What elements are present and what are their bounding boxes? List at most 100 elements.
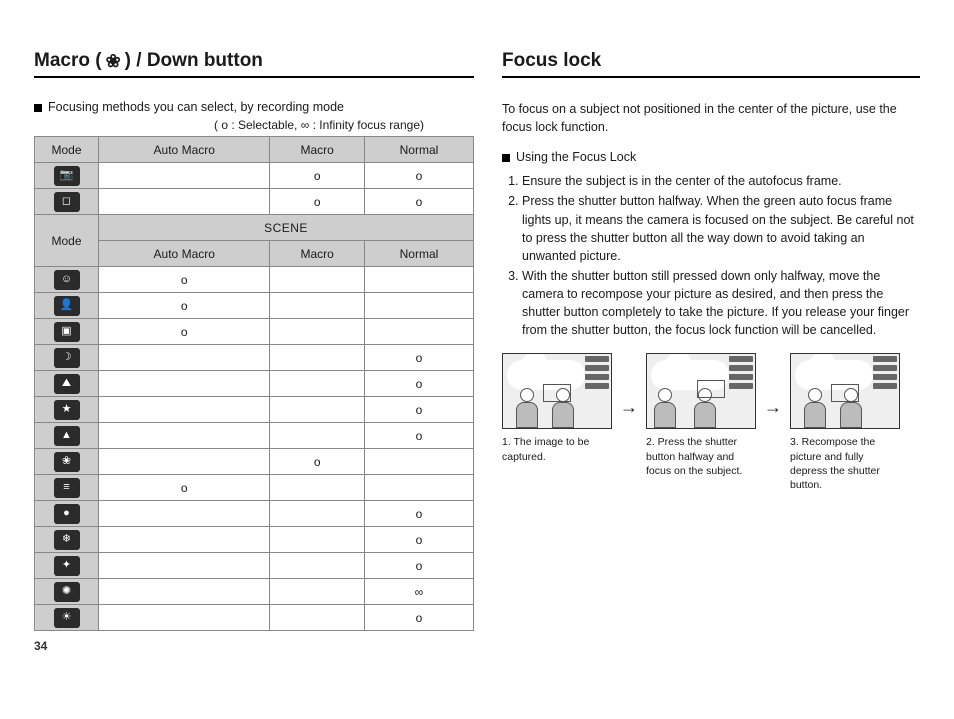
table-row: 👤o (35, 293, 474, 319)
value-cell (270, 501, 364, 527)
mode-icon: ★ (54, 400, 80, 420)
mode-cell: ❄ (35, 527, 99, 553)
value-cell: o (99, 267, 270, 293)
table-row: ✺∞ (35, 579, 474, 605)
table-row: ◻ oo (35, 189, 474, 215)
mode-cell: ☀ (35, 605, 99, 631)
value-cell: o (99, 319, 270, 345)
mode-cell: ☽ (35, 345, 99, 371)
value-cell (270, 527, 364, 553)
value-cell: o (99, 475, 270, 501)
table-row: ❀o (35, 449, 474, 475)
left-title: Macro ( ❀ ) / Down button (34, 50, 474, 78)
using-label: Using the Focus Lock (516, 150, 636, 164)
illus-1: 1. The image to be captured. (502, 353, 612, 463)
value-cell (364, 449, 473, 475)
value-cell (270, 293, 364, 319)
value-cell (364, 293, 473, 319)
mode-icon: ▲ (54, 426, 80, 446)
value-cell: o (364, 371, 473, 397)
mode-cell: 📷 (35, 163, 99, 189)
bullet-icon (502, 154, 510, 162)
mode-cell: ❀ (35, 449, 99, 475)
table-row: ▣o (35, 319, 474, 345)
value-cell (99, 605, 270, 631)
value-cell (270, 579, 364, 605)
value-cell (99, 527, 270, 553)
intro-text: Focusing methods you can select, by reco… (48, 100, 344, 114)
mode-icon: ▣ (54, 322, 80, 342)
title-part-a: Macro ( (34, 50, 102, 72)
value-cell (270, 371, 364, 397)
value-cell (364, 319, 473, 345)
value-cell: o (364, 345, 473, 371)
illus-2: 2. Press the shutter button halfway and … (646, 353, 756, 478)
bullet-icon (34, 104, 42, 112)
value-cell (99, 553, 270, 579)
value-cell: o (270, 189, 364, 215)
mode-icon: ❀ (54, 452, 80, 472)
sub-normal: Normal (364, 241, 473, 267)
table-row: ≡o (35, 475, 474, 501)
table-row: ✦o (35, 553, 474, 579)
hdr2-scene: SCENE (99, 215, 474, 241)
table-row: ▲o (35, 423, 474, 449)
value-cell: o (364, 527, 473, 553)
hdr-macro: Macro (270, 137, 364, 163)
table-row: ☽o (35, 345, 474, 371)
value-cell: o (364, 501, 473, 527)
caption-3: 3. Recompose the picture and fully depre… (790, 435, 900, 492)
value-cell (270, 319, 364, 345)
table-row: ☺o (35, 267, 474, 293)
value-cell: o (364, 605, 473, 631)
value-cell: o (364, 423, 473, 449)
mode-cell: 👤 (35, 293, 99, 319)
mode-cell: ● (35, 501, 99, 527)
sub-auto-macro: Auto Macro (99, 241, 270, 267)
mode-icon: ☽ (54, 348, 80, 368)
mode-icon: 📷 (54, 166, 80, 186)
arrow-icon: → (764, 397, 782, 418)
right-column: Focus lock To focus on a subject not pos… (502, 50, 920, 653)
value-cell: o (364, 553, 473, 579)
table-row: ⛰o (35, 371, 474, 397)
title-part-b: ) / Down button (125, 50, 263, 72)
step-2: Press the shutter button halfway. When t… (522, 192, 920, 265)
value-cell (364, 267, 473, 293)
value-cell (99, 189, 270, 215)
macro-flower-icon: ❀ (106, 52, 121, 70)
caption-2: 2. Press the shutter button halfway and … (646, 435, 756, 478)
value-cell (364, 475, 473, 501)
mode-icon: ☺ (54, 270, 80, 290)
mode-cell: ◻ (35, 189, 99, 215)
arrow-icon: → (620, 397, 638, 418)
value-cell (270, 475, 364, 501)
mode-icon: ❄ (54, 530, 80, 550)
mode-cell: ▲ (35, 423, 99, 449)
value-cell: o (364, 189, 473, 215)
value-cell: o (270, 449, 364, 475)
mode-icon: 👤 (54, 296, 80, 316)
right-intro: To focus on a subject not positioned in … (502, 100, 920, 136)
modes-table: Mode Auto Macro Macro Normal 📷oo◻oo Mode… (34, 136, 474, 631)
mode-icon: ◻ (54, 192, 80, 212)
hdr-normal: Normal (364, 137, 473, 163)
table-row: ☀o (35, 605, 474, 631)
value-cell: o (364, 397, 473, 423)
mode-cell: ⛰ (35, 371, 99, 397)
right-title: Focus lock (502, 50, 920, 78)
mode-cell: ☺ (35, 267, 99, 293)
value-cell (99, 423, 270, 449)
value-cell (99, 345, 270, 371)
illustration-row: 1. The image to be captured. → 2. Press … (502, 353, 920, 492)
table-row: ●o (35, 501, 474, 527)
value-cell (99, 163, 270, 189)
mode-cell: ✺ (35, 579, 99, 605)
table-row: ❄o (35, 527, 474, 553)
mode-cell: ✦ (35, 553, 99, 579)
table-row: 📷oo (35, 163, 474, 189)
hdr-auto-macro: Auto Macro (99, 137, 270, 163)
value-cell (270, 605, 364, 631)
value-cell (270, 397, 364, 423)
mode-cell: ▣ (35, 319, 99, 345)
